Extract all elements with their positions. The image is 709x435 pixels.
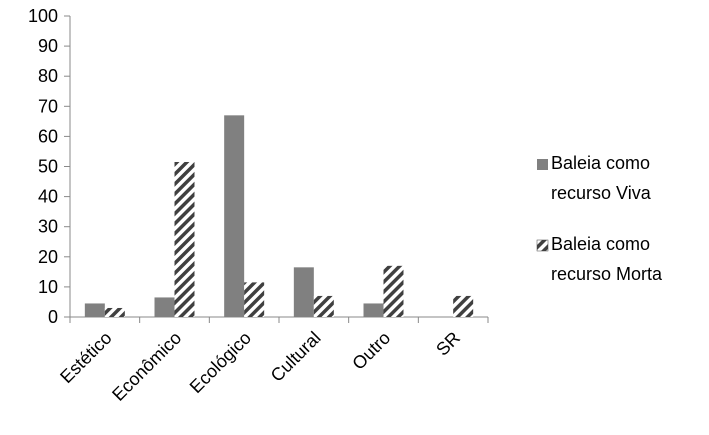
y-tick-label: 70 (38, 96, 58, 116)
x-tick-label: Estético (56, 328, 115, 387)
y-tick-label: 20 (38, 247, 58, 267)
legend: Baleia como recurso Viva Baleia como recurs… (536, 153, 663, 284)
x-tick-label: Econômico (108, 328, 185, 405)
bar-viva (363, 303, 384, 317)
legend-label: recurso Morta (551, 264, 663, 284)
y-tick-label: 100 (28, 6, 58, 26)
y-tick-label: 60 (38, 126, 58, 146)
y-tick-labels: 0 10 20 30 40 50 60 70 80 90 100 (28, 6, 58, 327)
legend-swatch-viva (537, 159, 548, 170)
y-tick-label: 0 (48, 307, 58, 327)
bar-morta (453, 295, 474, 317)
legend-label: Baleia como (551, 234, 650, 254)
x-tick-label: Cultural (267, 328, 325, 386)
legend-swatch-morta (536, 239, 549, 252)
y-tick-label: 40 (38, 187, 58, 207)
bar-morta (383, 265, 404, 317)
y-tick-label: 50 (38, 157, 58, 177)
bar-viva (224, 115, 245, 317)
y-tick-label: 80 (38, 66, 58, 86)
y-tick-label: 30 (38, 217, 58, 237)
bar-morta (104, 307, 125, 317)
bar-viva (84, 303, 105, 317)
bar-morta (244, 282, 265, 317)
legend-label: recurso Viva (551, 183, 652, 203)
bar-viva (293, 267, 314, 317)
x-tick-label: Outro (348, 328, 394, 374)
legend-label: Baleia como (551, 153, 650, 173)
bar-morta (313, 295, 334, 317)
y-tick-label: 90 (38, 36, 58, 56)
bars (84, 115, 474, 317)
x-tick-label: SR (432, 328, 464, 360)
y-tick-label: 10 (38, 277, 58, 297)
bar-viva (154, 297, 175, 317)
bar-morta (174, 161, 195, 317)
x-tick-label: Ecológico (186, 328, 255, 397)
axes (64, 15, 489, 323)
